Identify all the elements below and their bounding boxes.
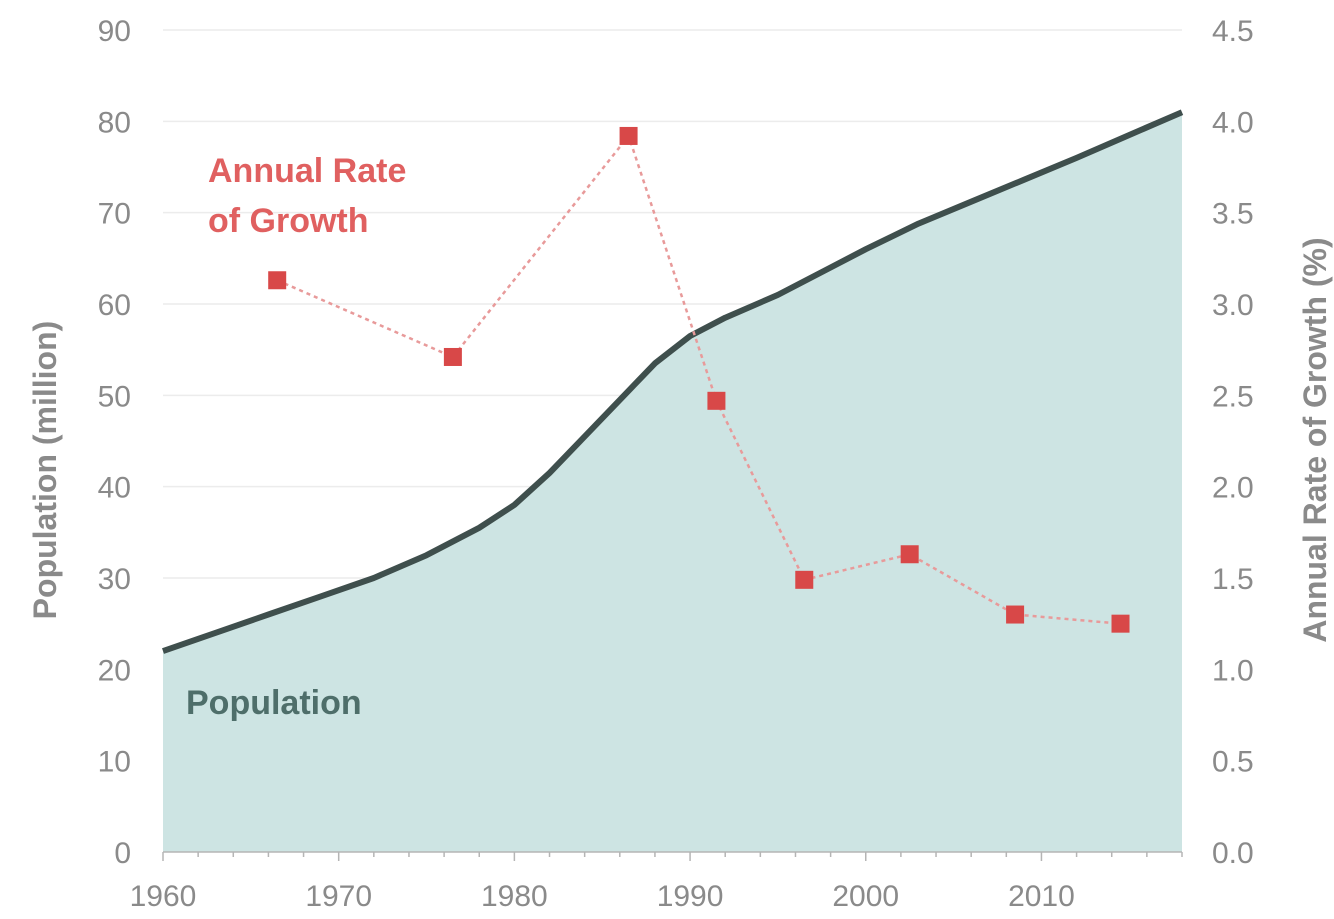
y-left-tick-label-90: 90 [98,15,131,48]
y-right-tick-label-3.0: 3.0 [1212,289,1254,322]
growth-rate-point [268,271,287,290]
y-left-ticks: 0 10 20 30 40 50 60 70 80 90 [98,15,131,870]
y-left-tick-label-40: 40 [98,472,131,505]
x-tick-label-1960: 1960 [130,880,197,913]
growth-rate-point [900,545,919,564]
y-right-tick-label-4.5: 4.5 [1212,15,1254,48]
y-left-tick-label-10: 10 [98,746,131,779]
rate-annotation-line1: Annual Rate [208,152,406,190]
population-line [162,109,1184,654]
x-tick-label-1970: 1970 [305,880,372,913]
population-area [163,112,1182,852]
y-right-tick-label-0.5: 0.5 [1212,746,1254,779]
y-right-ticks: 0.0 0.5 1.0 1.5 2.0 2.5 3.0 3.5 4.0 4.5 [1212,15,1254,870]
y-left-tick-label-50: 50 [98,380,131,413]
growth-rate-point [1006,605,1025,624]
y-right-tick-label-2.0: 2.0 [1212,472,1254,505]
growth-rate-line [276,133,1121,625]
y-right-tick-label-1.0: 1.0 [1212,654,1254,687]
y-right-tick-label-0.0: 0.0 [1212,837,1254,870]
growth-rate-point [619,126,638,145]
growth-rate-point [1111,614,1130,633]
y-left-tick-label-60: 60 [98,289,131,322]
x-tick-label-1990: 1990 [657,880,724,913]
y-right-tick-label-3.5: 3.5 [1212,198,1254,231]
y-right-tick-label-1.5: 1.5 [1212,563,1254,596]
y-left-tick-label-70: 70 [98,198,131,231]
rate-annotation-line2: of Growth [208,202,369,240]
growth-rate-markers [268,126,1130,633]
y-left-tick-label-80: 80 [98,106,131,139]
y-left-tick-label-20: 20 [98,654,131,687]
x-axis-ticks: 1960 1970 1980 1990 2000 2010 [130,852,1183,913]
y-left-tick-label-30: 30 [98,563,131,596]
growth-rate-point [795,570,814,589]
y-left-axis-title: Population (million) [27,321,63,620]
y-right-axis-title: Annual Rate of Growth (%) [1297,237,1333,642]
x-tick-label-2010: 2010 [1008,880,1075,913]
population-annotation: Population [186,684,362,722]
y-left-tick-label-0: 0 [114,837,131,870]
growth-rate-point [443,347,462,366]
x-tick-label-2000: 2000 [832,880,899,913]
y-right-tick-label-2.5: 2.5 [1212,380,1254,413]
y-right-tick-label-4.0: 4.0 [1212,106,1254,139]
growth-rate-point [707,391,726,410]
x-tick-label-1980: 1980 [481,880,548,913]
